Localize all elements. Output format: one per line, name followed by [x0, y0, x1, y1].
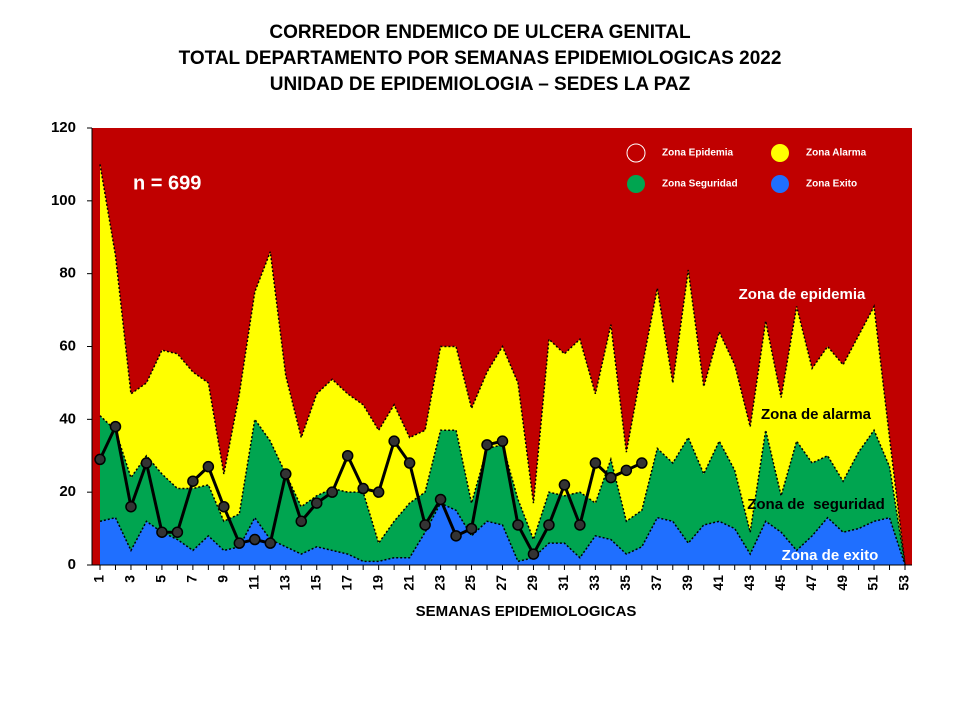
case-point: [605, 471, 617, 484]
x-tick-label: 25: [462, 575, 478, 591]
case-point: [589, 457, 602, 469]
case-point: [636, 457, 648, 469]
area-edge: [99, 415, 906, 566]
x-tick-label: 11: [246, 575, 262, 590]
annotation: Zona de exito: [782, 547, 879, 564]
y-tick-label: 60: [59, 337, 76, 354]
x-tick-label: 43: [741, 575, 757, 591]
case-point: [403, 457, 416, 469]
legend-label: Zona Alarma: [806, 148, 867, 159]
case-point: [218, 500, 230, 513]
legend-marker: [626, 143, 646, 163]
case-point: [419, 519, 431, 531]
case-point: [233, 537, 246, 549]
case-point: [202, 460, 215, 473]
x-tick-label: 45: [772, 575, 788, 591]
case-point: [295, 515, 307, 528]
x-tick-label: 33: [586, 575, 602, 591]
x-tick-label: 31: [555, 575, 571, 591]
case-point: [558, 479, 571, 491]
area-edge: [99, 502, 906, 566]
cases-line: [98, 421, 643, 558]
legend-marker: [771, 175, 789, 193]
x-tick-label: 23: [431, 575, 447, 591]
case-point: [574, 519, 586, 531]
x-tick-label: 13: [276, 575, 292, 591]
chart-title: UNIDAD DE EPIDEMIOLOGIA – SEDES LA PAZ: [270, 74, 691, 95]
x-tick-label: 17: [338, 575, 354, 591]
x-tick-label: 3: [122, 575, 138, 583]
case-point: [249, 533, 261, 546]
area: [100, 503, 905, 565]
annotation: Zona de seguridad: [747, 496, 885, 513]
x-tick-label: 15: [307, 575, 323, 591]
case-point: [543, 519, 555, 531]
area-edge: [99, 164, 906, 566]
case-point: [527, 548, 540, 560]
legend-marker: [627, 175, 645, 193]
area: [100, 164, 905, 565]
x-tick-label: 37: [648, 575, 664, 591]
y-tick-label: 20: [59, 483, 76, 500]
y-tick-label: 120: [51, 119, 76, 136]
x-tick-label: 5: [153, 575, 169, 583]
x-tick-label: 29: [524, 575, 540, 591]
case-point: [326, 486, 338, 498]
x-tick-label: 53: [896, 575, 912, 591]
y-tick-label: 0: [68, 556, 76, 573]
case-point: [109, 420, 122, 433]
case-point: [156, 526, 168, 538]
x-tick-label: 39: [679, 575, 695, 591]
legend-label: Zona Exito: [806, 179, 857, 190]
x-tick-label: 49: [834, 575, 850, 591]
case-point: [187, 475, 199, 487]
case-point: [372, 486, 385, 498]
case-point: [620, 464, 633, 477]
x-tick-label: 47: [803, 575, 819, 591]
case-point: [264, 537, 277, 549]
annotation: n = 699: [133, 172, 201, 194]
case-point: [171, 526, 184, 538]
legend-label: Zona Epidemia: [662, 148, 734, 159]
case-point: [388, 435, 400, 447]
annotation: Zona de epidemia: [739, 286, 866, 303]
x-tick-label: 51: [865, 575, 881, 591]
x-tick-label: 21: [400, 575, 416, 591]
x-tick-label: 9: [215, 575, 231, 583]
x-tick-label: 1: [91, 575, 107, 583]
case-point: [450, 530, 462, 542]
legend-marker: [771, 144, 789, 162]
case-point: [434, 493, 447, 506]
x-tick-label: 7: [184, 575, 200, 583]
case-point: [140, 457, 153, 469]
chart-title: TOTAL DEPARTAMENTO POR SEMANAS EPIDEMIOL…: [179, 48, 782, 69]
case-point: [496, 435, 509, 447]
case-point: [280, 468, 292, 480]
y-tick-label: 40: [59, 410, 76, 427]
case-point: [481, 439, 493, 451]
case-point: [94, 453, 106, 466]
x-axis-label: SEMANAS EPIDEMIOLOGICAS: [416, 603, 637, 620]
case-point: [310, 497, 323, 509]
y-tick-label: 100: [51, 192, 76, 209]
x-tick-label: 27: [493, 575, 509, 591]
case-point: [341, 450, 354, 462]
case-point: [465, 522, 478, 535]
legend-label: Zona Seguridad: [662, 179, 738, 190]
annotation: Zona de alarma: [761, 406, 872, 423]
y-tick-label: 80: [59, 265, 76, 282]
x-tick-label: 19: [369, 575, 385, 591]
x-tick-label: 41: [710, 575, 726, 591]
case-point: [357, 482, 369, 495]
case-point: [125, 500, 137, 513]
case-point: [512, 519, 524, 531]
x-tick-label: 35: [617, 575, 633, 591]
chart-title: CORREDOR ENDEMICO DE ULCERA GENITAL: [269, 22, 691, 43]
